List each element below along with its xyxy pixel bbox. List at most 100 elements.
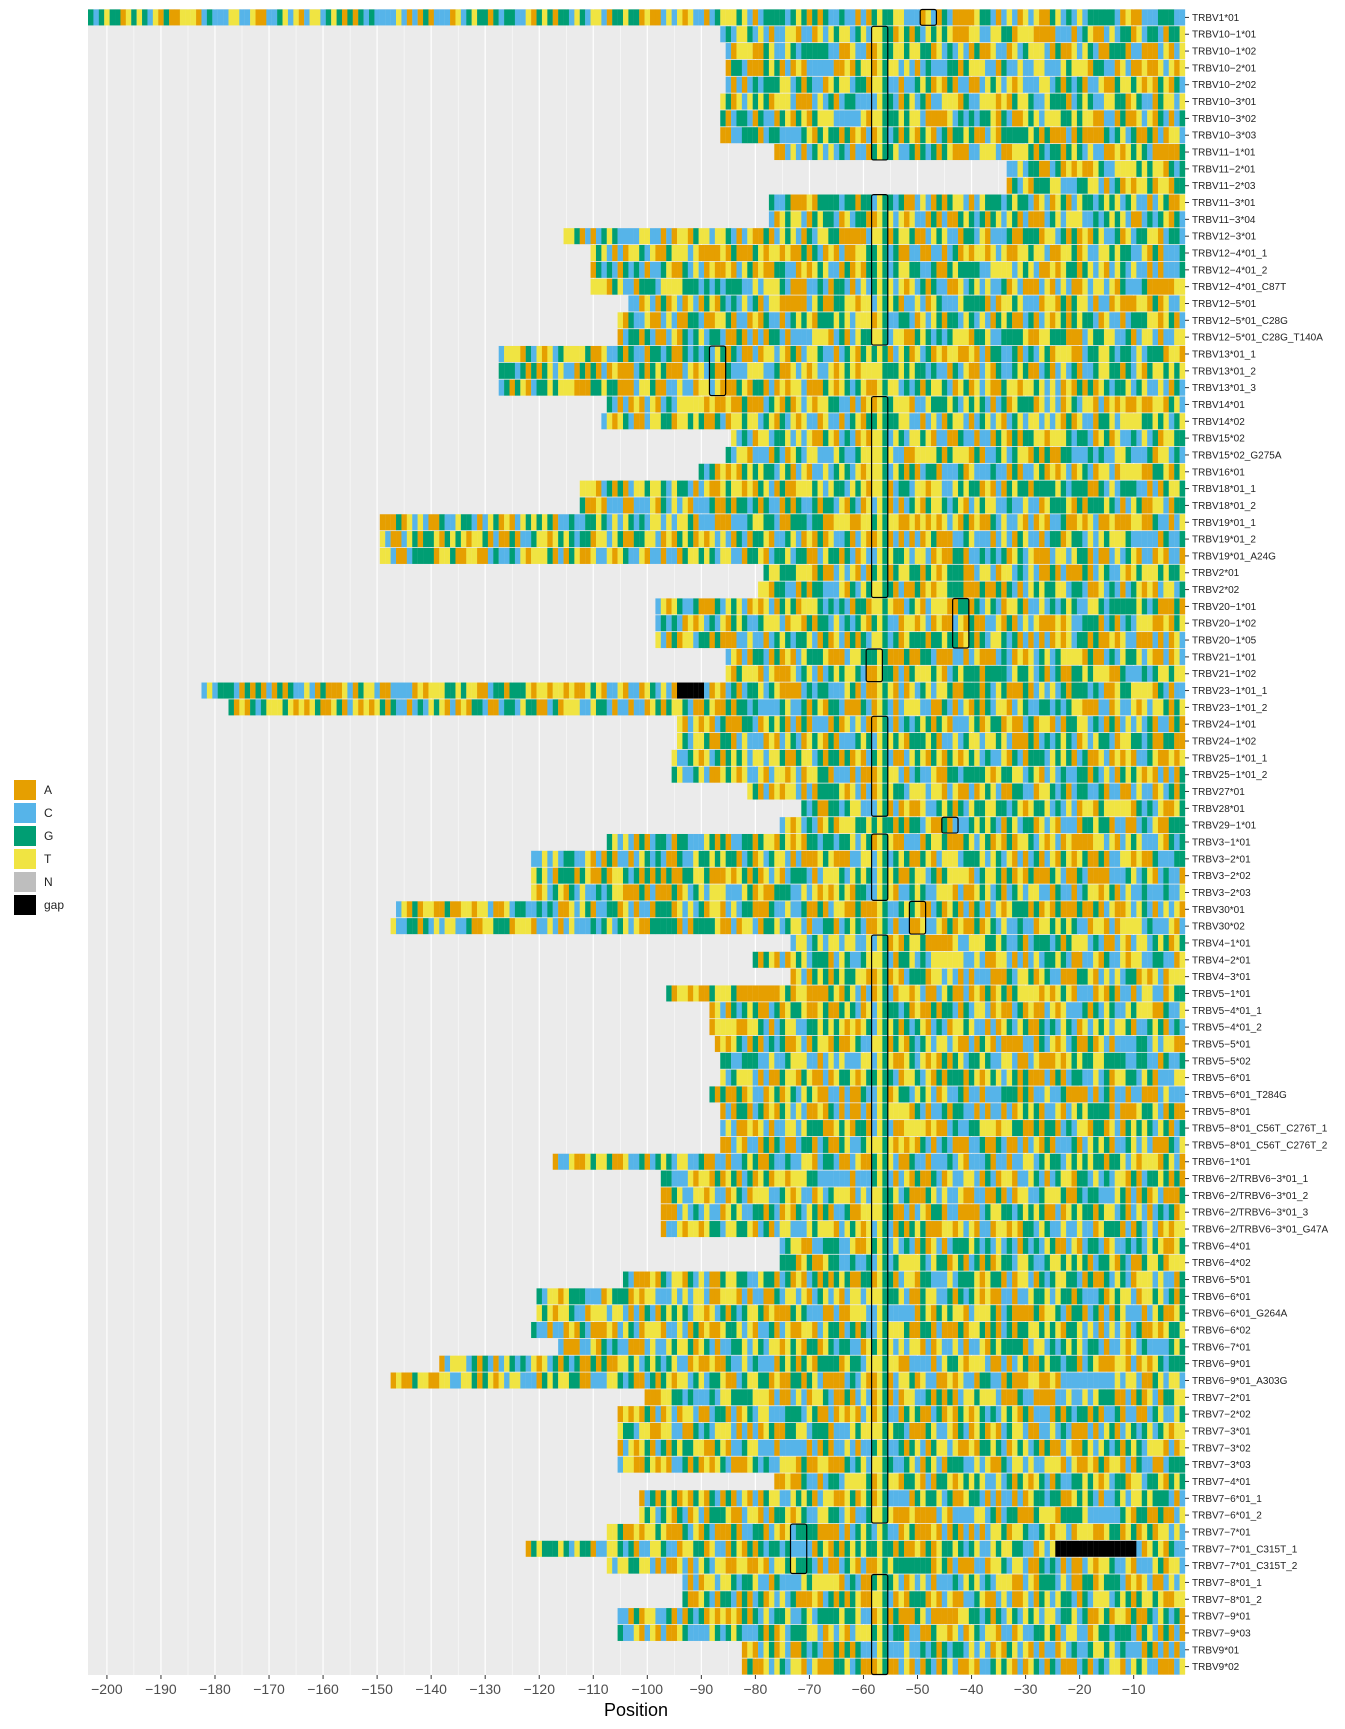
base-cell: [1130, 396, 1137, 413]
base-cell: [828, 144, 834, 161]
base-cell: [1179, 177, 1186, 194]
base-cell: [1103, 127, 1110, 144]
base-cell: [633, 244, 640, 262]
base-cell: [958, 598, 964, 615]
base-cell: [882, 497, 888, 514]
base-cell: [1022, 345, 1029, 362]
base-cell: [903, 615, 910, 632]
base-cell: [1006, 682, 1013, 699]
base-cell: [1168, 430, 1175, 447]
base-cell: [963, 648, 969, 665]
base-cell: [644, 699, 651, 716]
base-cell: [1049, 345, 1056, 362]
base-cell: [714, 345, 721, 362]
base-cell: [844, 228, 851, 245]
base-cell: [714, 716, 721, 733]
sequence-row: [725, 59, 1186, 76]
base-cell: [1022, 446, 1029, 463]
base-cell: [801, 345, 807, 362]
base-cell: [849, 329, 856, 346]
base-cell: [460, 531, 467, 548]
base-cell: [677, 749, 683, 766]
base-cell: [941, 93, 948, 110]
base-cell: [963, 329, 969, 346]
base-cell: [1114, 446, 1121, 463]
base-cell: [785, 480, 791, 497]
base-cell: [898, 615, 905, 632]
base-cell: [774, 632, 780, 649]
base-cell: [1157, 800, 1164, 817]
base-cell: [1179, 144, 1186, 161]
base-cell: [1022, 379, 1029, 396]
base-cell: [974, 379, 980, 396]
base-cell: [1103, 228, 1110, 245]
base-cell: [606, 413, 613, 430]
base-cell: [822, 211, 829, 228]
base-cell: [1071, 312, 1078, 329]
base-cell: [1157, 59, 1164, 76]
base-cell: [720, 733, 726, 750]
base-cell: [941, 783, 948, 800]
base-cell: [612, 9, 618, 26]
base-cell: [1055, 632, 1061, 649]
base-cell: [1082, 194, 1088, 211]
base-cell: [882, 733, 888, 750]
base-cell: [725, 531, 732, 548]
base-cell: [714, 632, 721, 649]
base-cell: [941, 733, 948, 750]
base-cell: [768, 127, 775, 144]
base-cell: [1087, 278, 1094, 295]
base-cell: [774, 345, 780, 362]
base-cell: [1130, 244, 1137, 262]
base-cell: [985, 127, 991, 144]
base-cell: [1001, 733, 1007, 750]
base-cell: [1103, 76, 1110, 93]
base-cell: [1087, 261, 1094, 278]
base-cell: [979, 413, 986, 430]
base-cell: [752, 749, 759, 766]
base-cell: [893, 598, 899, 615]
base-cell: [855, 514, 861, 531]
base-cell: [812, 749, 818, 766]
base-cell: [1017, 547, 1024, 564]
base-cell: [752, 110, 759, 127]
base-cell: [849, 632, 856, 649]
base-cell: [936, 312, 942, 329]
base-cell: [1049, 228, 1056, 245]
base-cell: [698, 615, 705, 632]
base-cell: [677, 733, 683, 750]
base-cell: [1028, 531, 1034, 548]
base-cell: [1125, 43, 1132, 60]
base-cell: [1141, 312, 1148, 329]
base-cell: [817, 93, 824, 110]
base-cell: [585, 379, 591, 396]
base-cell: [876, 194, 883, 211]
base-cell: [747, 463, 753, 480]
base-cell: [379, 9, 386, 26]
base-cell: [1098, 59, 1105, 76]
base-cell: [1033, 144, 1040, 161]
base-cell: [931, 329, 937, 346]
base-cell: [1044, 480, 1051, 497]
base-cell: [606, 345, 613, 362]
base-cell: [460, 547, 467, 564]
base-cell: [817, 329, 824, 346]
base-cell: [1141, 26, 1148, 43]
base-cell: [866, 110, 872, 127]
base-cell: [995, 329, 1002, 346]
base-cell: [336, 699, 343, 716]
base-cell: [1147, 531, 1153, 548]
base-cell: [958, 194, 964, 211]
base-cell: [1120, 228, 1126, 245]
base-cell: [1082, 766, 1088, 783]
base-cell: [876, 76, 883, 93]
base-cell: [860, 682, 867, 699]
base-cell: [1179, 9, 1186, 26]
base-cell: [612, 396, 618, 413]
base-cell: [677, 379, 683, 396]
base-cell: [1109, 766, 1115, 783]
base-cell: [898, 430, 905, 447]
base-cell: [941, 261, 948, 278]
base-cell: [541, 345, 548, 362]
base-cell: [963, 699, 969, 716]
